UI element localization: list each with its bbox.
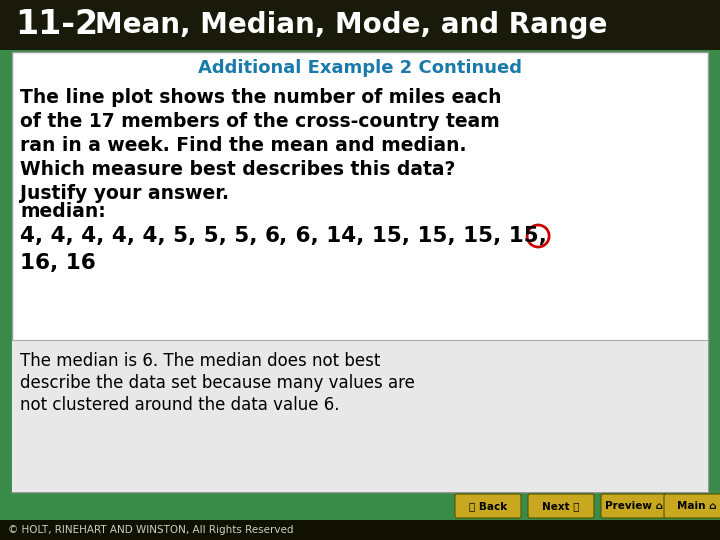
Text: Additional Example 2 Continued: Additional Example 2 Continued	[198, 59, 522, 77]
Text: 16, 16: 16, 16	[20, 253, 96, 273]
Text: Mean, Median, Mode, and Range: Mean, Median, Mode, and Range	[95, 11, 608, 39]
FancyBboxPatch shape	[0, 0, 720, 50]
Text: describe the data set because many values are: describe the data set because many value…	[20, 374, 415, 392]
Text: Preview ⌂: Preview ⌂	[605, 501, 663, 511]
Text: Which measure best describes this data?: Which measure best describes this data?	[20, 160, 455, 179]
Text: 6,: 6,	[265, 226, 288, 246]
Text: ran in a week. Find the mean and median.: ran in a week. Find the mean and median.	[20, 136, 467, 155]
FancyBboxPatch shape	[528, 494, 594, 518]
Text: 4, 4, 4, 4, 4, 5, 5, 5,: 4, 4, 4, 4, 4, 5, 5, 5,	[20, 226, 265, 246]
Text: 〈 Back: 〈 Back	[469, 501, 507, 511]
Text: The line plot shows the number of miles each: The line plot shows the number of miles …	[20, 88, 502, 107]
Text: 6, 14, 15, 15, 15, 15,: 6, 14, 15, 15, 15, 15,	[288, 226, 547, 246]
Text: The median is 6. The median does not best: The median is 6. The median does not bes…	[20, 352, 380, 370]
FancyBboxPatch shape	[601, 494, 667, 518]
FancyBboxPatch shape	[664, 494, 720, 518]
Text: 11-2: 11-2	[15, 9, 98, 42]
Text: Justify your answer.: Justify your answer.	[20, 184, 229, 203]
FancyBboxPatch shape	[12, 340, 708, 492]
FancyBboxPatch shape	[455, 494, 521, 518]
Text: median:: median:	[20, 202, 106, 221]
Text: not clustered around the data value 6.: not clustered around the data value 6.	[20, 396, 340, 414]
Text: © HOLT, RINEHART AND WINSTON, All Rights Reserved: © HOLT, RINEHART AND WINSTON, All Rights…	[8, 525, 294, 535]
FancyBboxPatch shape	[0, 520, 720, 540]
FancyBboxPatch shape	[12, 52, 708, 492]
Text: Next 〉: Next 〉	[542, 501, 580, 511]
Text: Main ⌂: Main ⌂	[678, 501, 716, 511]
Text: of the 17 members of the cross-country team: of the 17 members of the cross-country t…	[20, 112, 500, 131]
